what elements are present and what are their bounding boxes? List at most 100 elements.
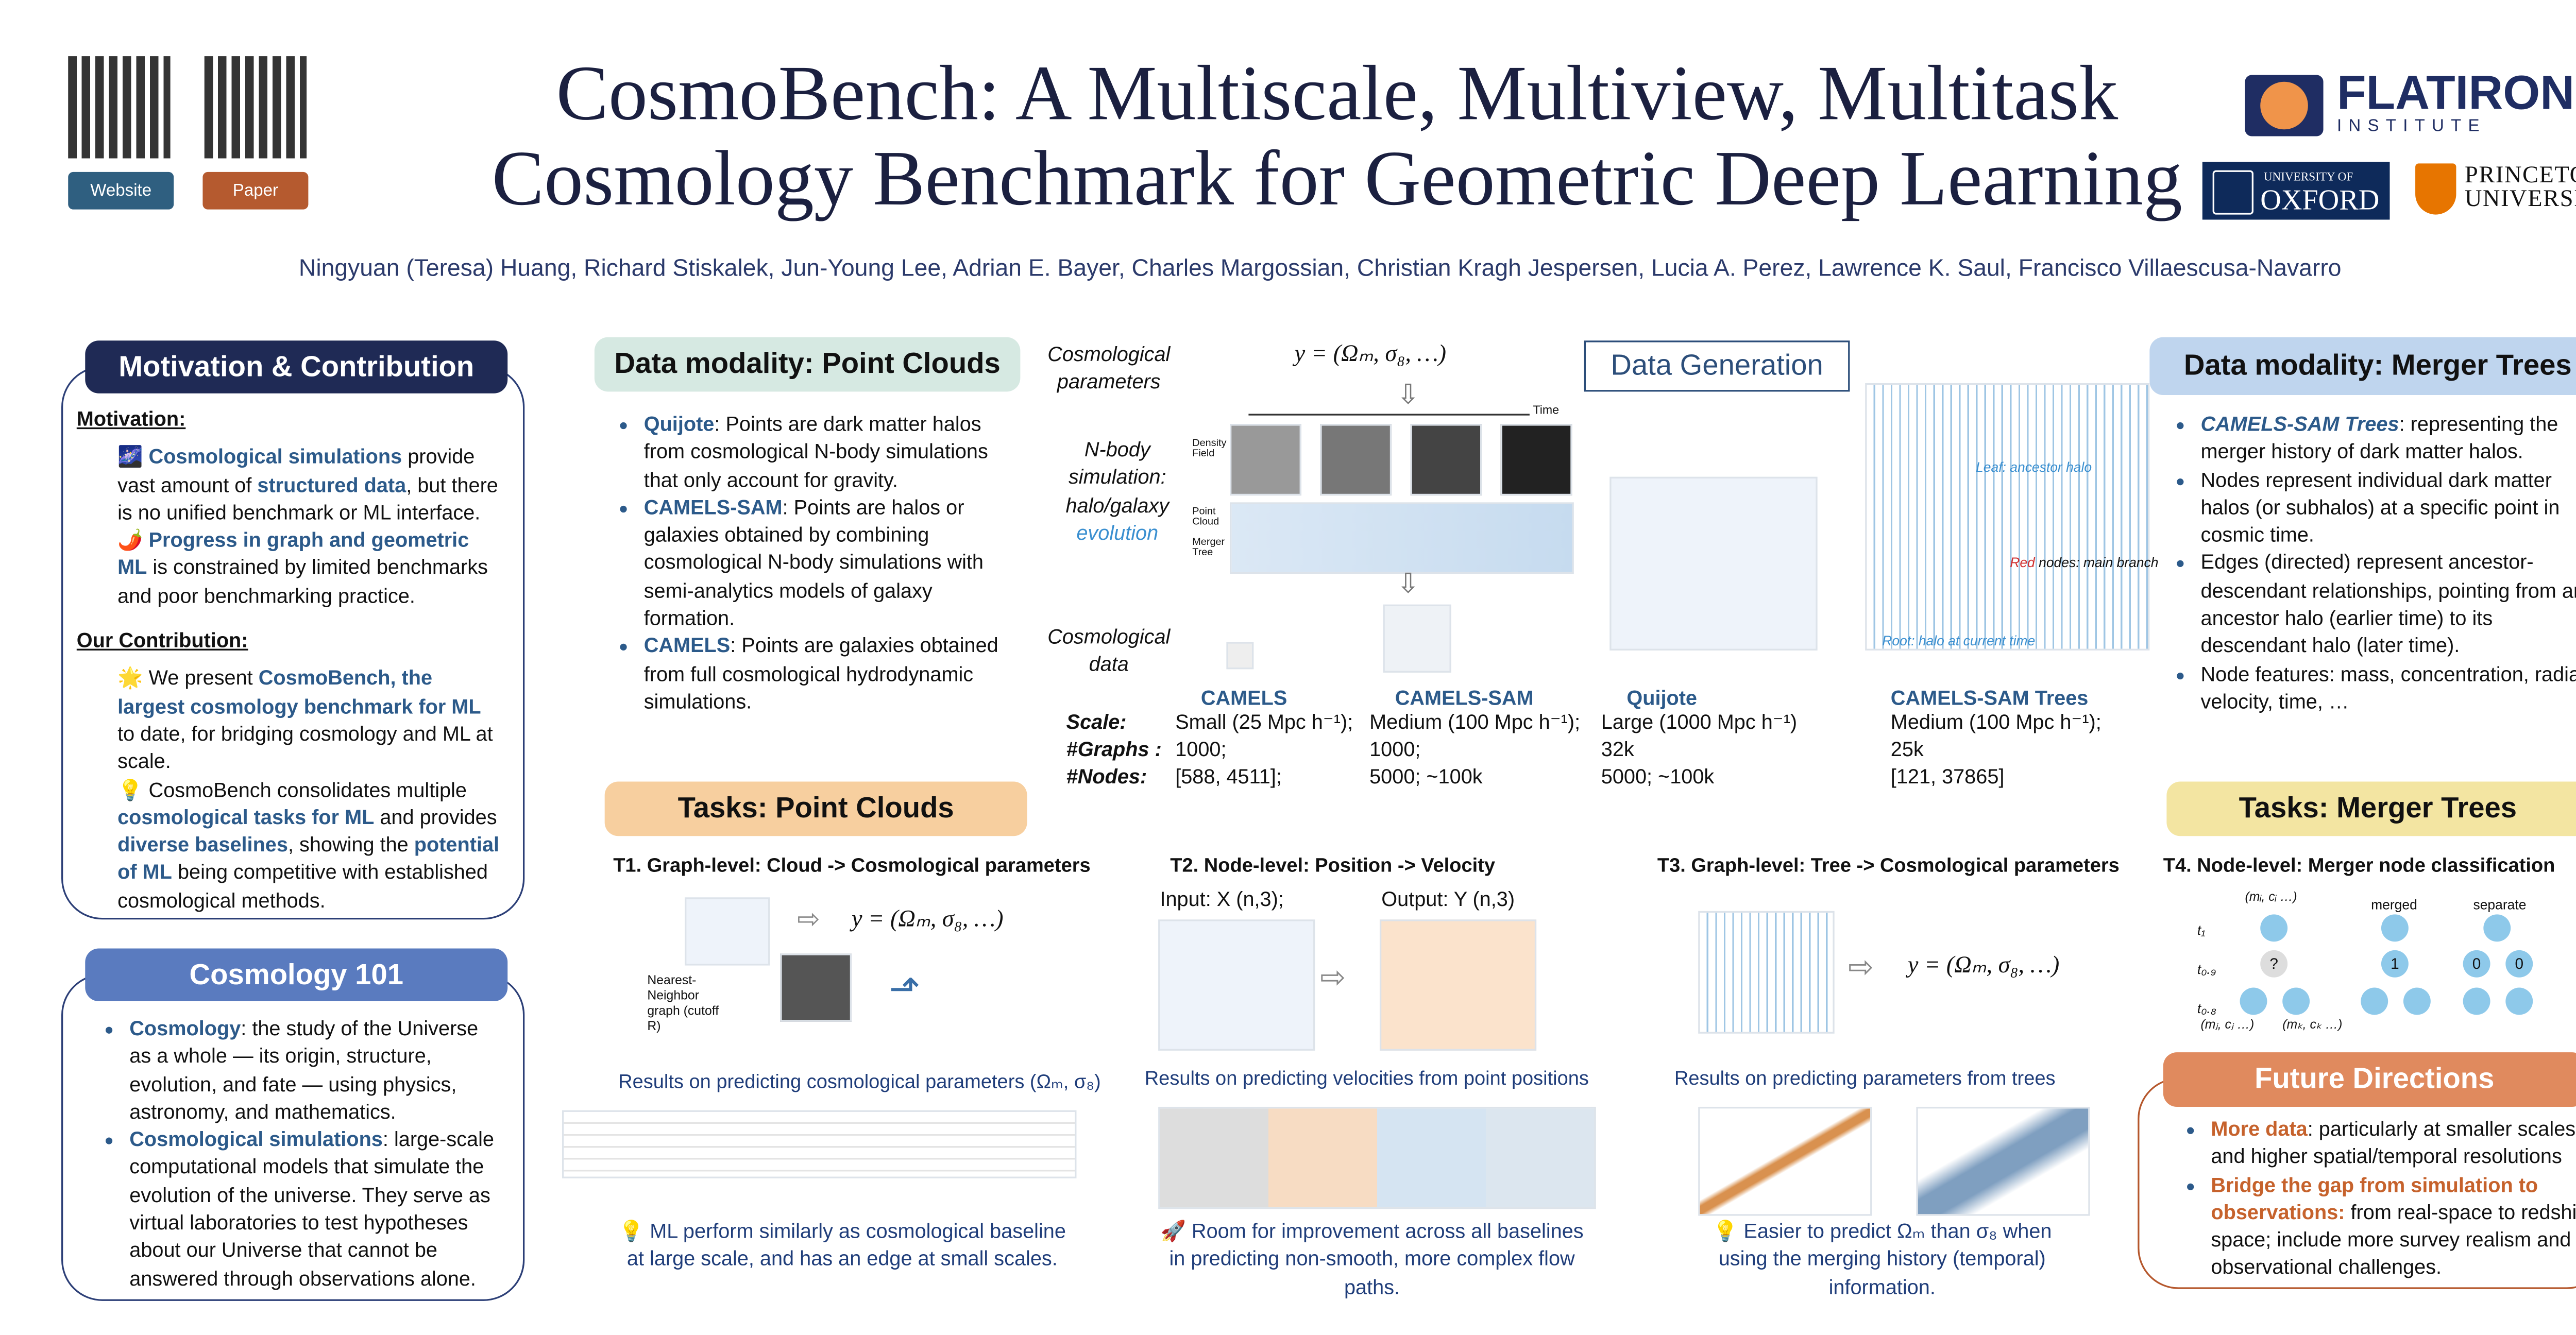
tree-image (1698, 911, 1835, 1034)
text-run: , showing the (287, 833, 414, 857)
task-title: T3. Graph-level: Tree -> Cosmological pa… (1657, 856, 2120, 877)
row-label: #Nodes: (1066, 764, 1147, 789)
stats-table: Scale: #Graphs : #Nodes: CAMELS Small (25 Mp… (1066, 686, 2140, 788)
arrow: ⇨ (797, 905, 820, 935)
cube-image (1226, 642, 1254, 670)
arrow: ⇩ (1397, 570, 1420, 600)
bullet-list: Cosmology: the study of the Universe as … (85, 1015, 502, 1292)
row-label: Merger Tree (1192, 538, 1225, 559)
cell: 5000; ~100k (1601, 764, 1715, 789)
arrow: ⇨ (1848, 950, 1874, 984)
authors: Ningyuan (Teresa) Huang, Richard Stiskal… (298, 253, 2342, 281)
website-button[interactable]: Website (68, 172, 174, 210)
data-generation-label: Data Generation (1584, 340, 1850, 392)
tree-node: 1 (2381, 950, 2409, 978)
tree-node (2260, 914, 2288, 942)
cell: Medium (100 Mpc h⁻¹); (1369, 710, 1581, 734)
qr-code (68, 56, 171, 159)
bullet: Cosmological simulations: large-scale co… (129, 1126, 502, 1292)
results-title: Results on predicting velocities from po… (1144, 1069, 1589, 1090)
text-run: , but there is no unified benchmark or M… (117, 472, 498, 524)
tree-node: 0 (2463, 950, 2490, 978)
tree-node (2240, 987, 2267, 1015)
future-text: More data: particularly at smaller scale… (2166, 1116, 2576, 1282)
column-name: CAMELS-SAM (1395, 686, 1534, 710)
section-heading: Cosmology 101 (85, 948, 508, 1001)
section-heading: Data modality: Merger Trees (2149, 337, 2576, 396)
density-image (1320, 424, 1392, 496)
quijote-cube-image (1609, 476, 1818, 651)
results-title: Results on predicting parameters from tr… (1674, 1069, 2056, 1090)
caption: 💡 Easier to predict Ωₘ than σ₈ when usin… (1712, 1219, 2052, 1299)
text-run: CosmoBench, the largest cosmology benchm… (117, 666, 481, 718)
input-label: Input: X (n,3); (1160, 887, 1284, 911)
formula: y = (Ωₘ, σ₈, …) (852, 908, 1004, 933)
bullet: CAMELS: Points are galaxies obtained fro… (644, 632, 1009, 716)
bullet: CAMELS-SAM: Points are halos or galaxies… (644, 493, 1009, 632)
text-run: potential of ML (117, 833, 500, 885)
caption: 🚀 Room for improvement across all baseli… (1160, 1219, 1584, 1299)
merger-trees-text: CAMELS-SAM Trees: representing the merge… (2157, 410, 2576, 716)
density-image (1410, 424, 1482, 496)
point-cloud-image (1230, 502, 1574, 574)
tree-note: Root: halo at current time (1882, 633, 2036, 649)
paper-button[interactable]: Paper (202, 172, 309, 210)
subheading: Our Contribution: (76, 628, 248, 653)
text-run: 🌟 We present (117, 666, 259, 691)
tree-node (2282, 987, 2310, 1015)
tree-note-red: Red (2010, 555, 2035, 571)
bullet: Nodes represent individual dark matter h… (2201, 466, 2576, 550)
task-title: T2. Node-level: Position -> Velocity (1170, 856, 1496, 877)
column-name: CAMELS (1200, 686, 1287, 710)
figure-label: Nearest-Neighbor graph (cutoff R) (647, 972, 719, 1034)
tree-node (2463, 987, 2490, 1015)
results-title: Results on predicting cosmological param… (618, 1072, 1101, 1093)
logo-text: FLATIRON (2336, 66, 2575, 119)
bullet: Node features: mass, concentration, radi… (2201, 660, 2576, 716)
section-heading: Future Directions (2163, 1052, 2576, 1107)
text-run: 🌌 (117, 444, 149, 469)
column-name: Quijote (1626, 686, 1698, 710)
tree-node (2403, 987, 2431, 1015)
cell: Large (1000 Mpc h⁻¹) (1601, 710, 1798, 734)
bullet-list: More data: particularly at smaller scale… (2166, 1116, 2576, 1282)
text-run: Progress in graph and geometric ML (117, 528, 469, 580)
section-heading: Data modality: Point Clouds (594, 337, 1021, 392)
paragraph: 🌶️ Progress in graph and geometric ML is… (117, 526, 502, 610)
cube-image (1158, 919, 1315, 1051)
text-run: Bridge the gap from simulation to observ… (2211, 1172, 2538, 1224)
flatiron-logo: FLATIRON INSTITUTE (2336, 66, 2575, 136)
cell: 5000; ~100k (1369, 764, 1483, 789)
paragraph: 🌟 We present CosmoBench, the largest cos… (117, 665, 502, 776)
merger-tree-image (1865, 383, 2150, 651)
text-run: Quijote (643, 412, 715, 436)
section-heading: Tasks: Point Clouds (604, 781, 1027, 836)
node-label: merged (2371, 897, 2417, 913)
tree-node (2381, 914, 2409, 942)
cosmology-text: Cosmology: the study of the Universe as … (85, 1015, 502, 1292)
tree-note: Leaf: ancestor halo (1976, 459, 2092, 475)
bullet: More data: particularly at smaller scale… (2211, 1116, 2576, 1171)
row-label: Point Cloud (1192, 507, 1219, 528)
row-label: Scale: (1066, 710, 1127, 734)
flatiron-logo-mark (2245, 75, 2324, 136)
tree-note: nodes: main branch (2035, 555, 2159, 571)
text-run: : Points are halos or galaxies obtained … (643, 495, 984, 630)
paragraph: 🌌 Cosmological simulations provide vast … (117, 443, 502, 527)
text-run: CAMELS (643, 634, 731, 658)
cell: [588, 4511]; (1175, 764, 1282, 789)
tree-node: ? (2260, 950, 2288, 978)
text-run: structured data (257, 472, 406, 497)
tree-node (2505, 987, 2533, 1015)
text-run: Cosmology (129, 1016, 241, 1041)
text-run: Edges (directed) represent ancestor-desc… (2200, 551, 2576, 658)
arrow: ⇨ (1320, 960, 1346, 995)
bullet: Quijote: Points are dark matter halos fr… (644, 410, 1009, 494)
time-labels: t₁ t₀.₉ t₀.₈ (2197, 911, 2216, 1029)
paragraph: 💡 CosmoBench consolidates multiple cosmo… (117, 776, 502, 914)
scatter-image (1698, 1106, 1872, 1216)
figure-label: Cosmological data (1047, 625, 1171, 677)
text-run: CAMELS-SAM (643, 495, 783, 520)
caption: 💡 ML perform similarly as cosmological b… (618, 1219, 1066, 1271)
